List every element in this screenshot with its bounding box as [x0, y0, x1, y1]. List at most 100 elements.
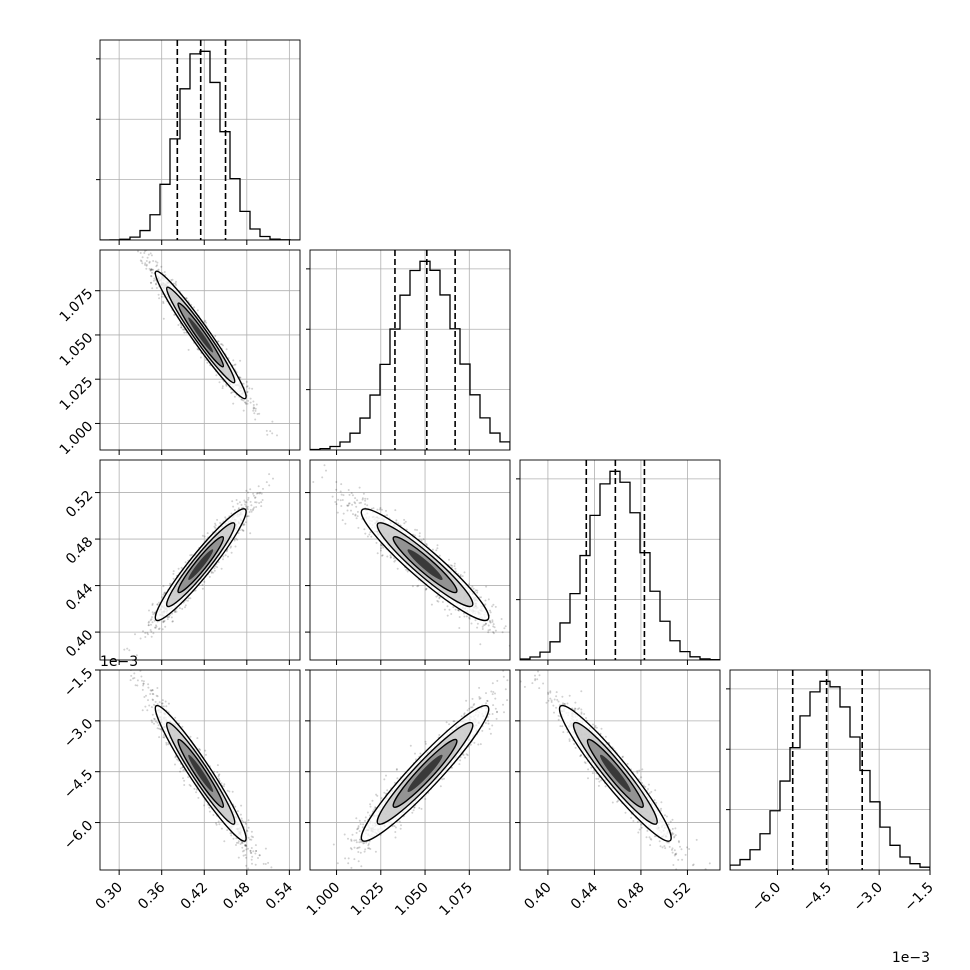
sample-point: [252, 492, 255, 495]
sample-point: [476, 626, 479, 629]
y-tick-label: 0.44: [63, 581, 96, 614]
sample-point: [249, 849, 252, 852]
sample-point: [235, 499, 238, 501]
panel-1-0: [95, 249, 301, 455]
sample-point: [237, 532, 240, 534]
sample-point: [161, 596, 163, 599]
sample-point: [206, 361, 209, 364]
sample-point: [222, 344, 224, 347]
sample-point: [152, 279, 155, 282]
sample-point: [245, 402, 247, 405]
sample-point: [254, 496, 256, 499]
sample-point: [184, 604, 187, 607]
sample-point: [154, 626, 156, 629]
sample-point: [213, 525, 216, 528]
sample-point: [425, 544, 428, 547]
sample-point: [340, 505, 343, 507]
sample-point: [252, 836, 254, 839]
sample-point: [312, 481, 315, 483]
sample-point: [526, 644, 528, 646]
sample-point: [435, 549, 438, 552]
sample-point: [335, 481, 338, 483]
sample-point: [390, 556, 392, 558]
sample-point: [346, 509, 349, 512]
sample-point: [458, 609, 460, 612]
sample-point: [170, 616, 173, 619]
sample-point: [216, 566, 219, 569]
sample-point: [214, 522, 217, 525]
sample-point: [487, 631, 490, 634]
sample-point: [147, 633, 149, 636]
sample-point: [197, 348, 200, 351]
sample-point: [254, 418, 257, 421]
panel-2-2: [516, 459, 721, 665]
sample-point: [467, 583, 470, 586]
contour-level-3: [188, 317, 214, 353]
sample-point: [364, 503, 367, 506]
sample-point: [246, 508, 249, 511]
sample-point: [244, 503, 247, 506]
sample-point: [227, 555, 229, 558]
sample-point: [252, 507, 255, 510]
sample-point: [236, 538, 239, 541]
y-tick-label: 0.48: [63, 534, 96, 567]
sample-point: [185, 331, 188, 334]
sample-point: [242, 409, 245, 412]
sample-point: [246, 390, 249, 393]
sample-point: [139, 259, 142, 262]
sample-point: [420, 539, 423, 542]
sample-point: [180, 324, 183, 327]
sample-point: [386, 514, 388, 517]
sample-point: [240, 817, 243, 820]
sample-point: [175, 610, 178, 613]
sample-point: [152, 693, 155, 696]
sample-point: [366, 504, 369, 507]
sample-point: [376, 552, 379, 555]
sample-point: [393, 560, 396, 563]
sample-point: [476, 589, 479, 592]
sample-point: [252, 407, 255, 410]
sample-point: [160, 295, 163, 298]
sample-point: [454, 567, 457, 570]
sample-point: [364, 497, 367, 500]
sample-point: [272, 477, 274, 480]
sample-point: [362, 492, 365, 495]
sample-point: [225, 550, 228, 553]
sample-point: [182, 769, 185, 772]
sample-point: [137, 250, 139, 253]
y-tick-label: 1.050: [57, 330, 97, 370]
sample-point: [325, 469, 327, 472]
sample-point: [155, 694, 158, 697]
sample-point: [162, 705, 165, 708]
sample-point: [403, 518, 406, 521]
panel-content: [310, 250, 510, 450]
sample-point: [145, 264, 148, 267]
sample-point: [424, 588, 427, 591]
sample-point: [381, 544, 384, 547]
sample-point: [230, 512, 233, 515]
sample-point: [148, 267, 151, 270]
contour-level-3: [407, 549, 443, 581]
sample-point: [129, 679, 132, 682]
sample-point: [260, 492, 263, 495]
sample-point: [143, 252, 146, 254]
sample-point: [248, 511, 251, 513]
sample-point: [245, 501, 248, 504]
panel-content: [100, 670, 300, 870]
sample-point: [163, 592, 166, 595]
sample-point: [148, 609, 150, 612]
sample-point: [230, 834, 233, 837]
sample-point: [162, 302, 165, 305]
sample-point: [323, 464, 326, 467]
sample-point: [266, 433, 269, 436]
sample-point: [457, 609, 460, 612]
sample-point: [182, 328, 185, 331]
sample-point: [151, 698, 154, 701]
sample-point: [379, 549, 382, 552]
sample-point: [167, 743, 170, 746]
sample-point: [246, 491, 249, 494]
sample-point: [336, 511, 339, 514]
sample-point: [244, 501, 247, 503]
sample-point: [166, 618, 169, 621]
sample-point: [268, 484, 271, 487]
